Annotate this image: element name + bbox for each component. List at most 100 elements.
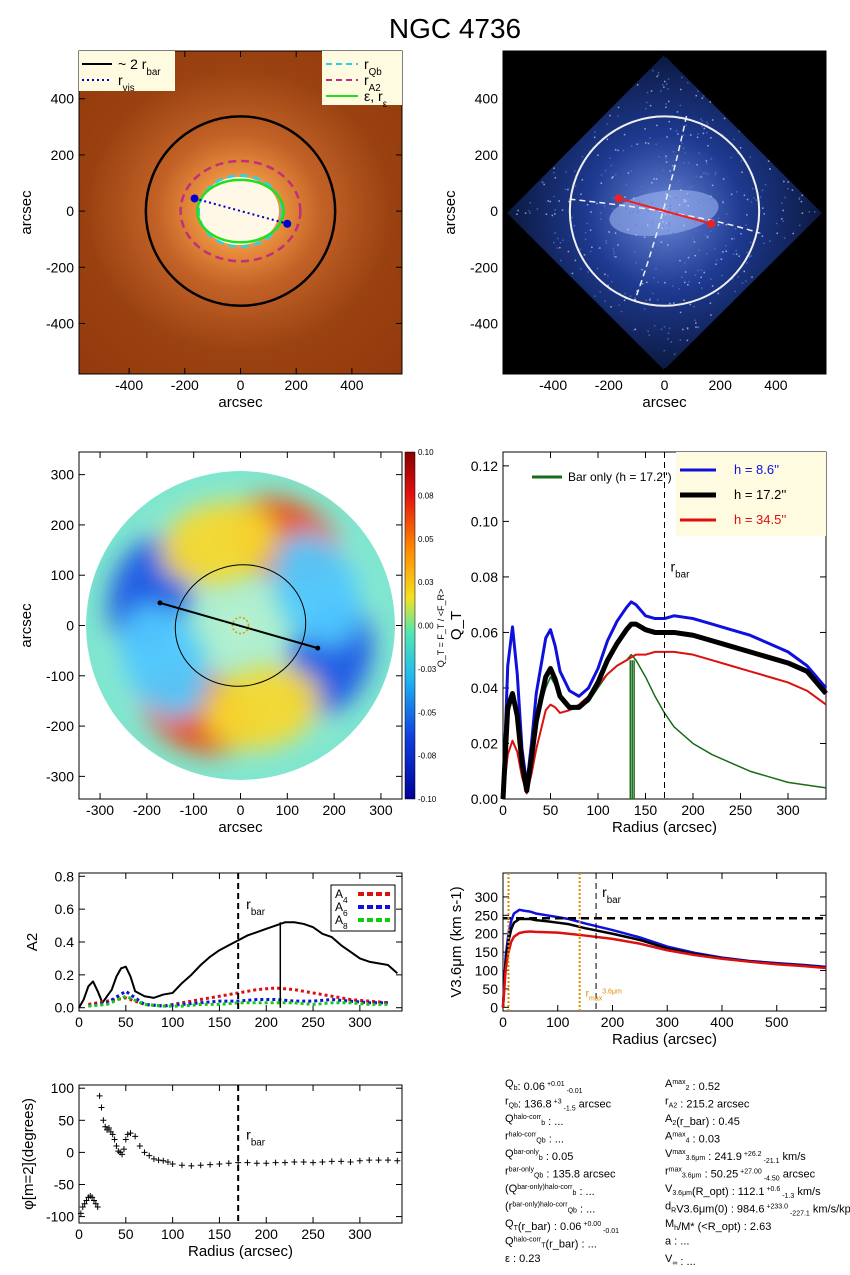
noise-pixel — [702, 172, 705, 174]
x-tick-label: 150 — [208, 1014, 232, 1030]
parameter-line: Qbar-onlyb : 0.05 — [505, 1148, 573, 1163]
y-tick-label: 0.0 — [55, 1000, 75, 1016]
noise-pixel — [764, 183, 767, 186]
noise-pixel — [705, 172, 707, 174]
noise-pixel — [682, 328, 684, 331]
noise-pixel — [687, 193, 690, 196]
noise-pixel — [604, 273, 606, 276]
noise-pixel — [594, 295, 596, 297]
legend-label: ε, rε — [364, 88, 388, 110]
noise-pixel — [655, 143, 657, 145]
phase-point — [291, 1159, 298, 1166]
noise-pixel — [743, 270, 746, 273]
x-tick-label: -400 — [115, 377, 143, 393]
y-tick-label: 0.2 — [55, 967, 75, 983]
noise-pixel — [798, 224, 801, 227]
x-axis-label: arcsec — [642, 394, 687, 411]
noise-pixel — [683, 299, 685, 301]
noise-pixel — [667, 78, 670, 80]
noise-pixel — [610, 306, 612, 308]
x-tick-label: 0 — [237, 802, 245, 818]
noise-pixel — [559, 242, 562, 244]
noise-pixel — [560, 259, 562, 262]
noise-pixel — [707, 144, 709, 147]
noise-pixel — [732, 253, 735, 255]
noise-pixel — [658, 155, 660, 158]
parameter-line: a : ... — [665, 1236, 689, 1248]
noise-pixel — [612, 208, 614, 210]
noise-pixel — [636, 290, 638, 292]
radius-ellipse — [196, 178, 285, 244]
legend-label: h = 8.6'' — [734, 462, 779, 477]
noise-pixel — [657, 281, 659, 284]
x-axis-label: Radius (arcsec) — [612, 1031, 717, 1048]
legend-label: h = 34.5'' — [734, 512, 786, 527]
noise-pixel — [614, 232, 617, 234]
colorbar-tick-label: -0.05 — [418, 708, 437, 717]
parameter-line: dRV3.6μm(0) : 984.6 +233.0 -227.1 km/s/k… — [665, 1201, 850, 1218]
y-tick-label: -400 — [470, 315, 498, 331]
noise-pixel — [653, 178, 655, 180]
noise-pixel — [622, 149, 625, 152]
noise-pixel — [663, 86, 665, 88]
noise-pixel — [655, 178, 658, 180]
y-tick-label: 0 — [490, 203, 498, 219]
noise-pixel — [568, 200, 570, 203]
bar-endpoint — [315, 645, 321, 651]
noise-pixel — [606, 123, 609, 126]
noise-pixel — [553, 241, 555, 244]
noise-pixel — [643, 307, 646, 310]
y-tick-label: 0.00 — [471, 791, 498, 807]
noise-pixel — [748, 255, 751, 258]
noise-pixel — [734, 227, 737, 230]
noise-pixel — [554, 232, 556, 234]
phase-point — [300, 1159, 307, 1166]
noise-pixel — [617, 115, 619, 118]
noise-pixel — [609, 289, 611, 291]
noise-pixel — [649, 297, 651, 300]
noise-pixel — [591, 246, 593, 248]
noise-pixel — [763, 213, 765, 215]
noise-pixel — [697, 133, 699, 135]
colorbar-tick-label: 0.03 — [418, 578, 434, 587]
noise-pixel — [683, 200, 686, 203]
x-tick-label: 300 — [369, 802, 393, 818]
noise-pixel — [677, 133, 679, 135]
noise-pixel — [638, 200, 641, 203]
noise-pixel — [660, 328, 663, 331]
noise-pixel — [751, 276, 753, 278]
noise-pixel — [710, 278, 712, 280]
noise-pixel — [698, 249, 700, 252]
noise-pixel — [579, 268, 582, 270]
noise-pixel — [669, 208, 671, 211]
noise-pixel — [587, 271, 589, 273]
x-tick-label: 0 — [499, 1014, 507, 1030]
colorbar-tick-label: -0.10 — [418, 795, 437, 804]
noise-pixel — [717, 224, 720, 226]
noise-pixel — [669, 195, 671, 198]
x-tick-label: 50 — [118, 1226, 134, 1242]
y-tick-label: 300 — [51, 467, 75, 483]
noise-pixel — [714, 248, 716, 250]
parameter-line: (rbar-only)halo-corrQb : ... — [505, 1201, 595, 1216]
y-axis-label: Q_T — [448, 611, 465, 640]
noise-pixel — [730, 156, 733, 159]
noise-pixel — [644, 142, 647, 144]
x-tick-label: -100 — [180, 802, 208, 818]
noise-pixel — [617, 244, 619, 246]
noise-pixel — [710, 230, 712, 232]
y-tick-label: 200 — [475, 147, 499, 163]
minor-axis-dashed — [633, 115, 688, 302]
phase-point — [375, 1157, 382, 1164]
phase-point — [79, 1203, 86, 1210]
phase-point — [92, 1200, 99, 1207]
inner-circle — [231, 616, 250, 635]
noise-pixel — [698, 282, 701, 284]
noise-pixel — [665, 83, 668, 85]
noise-pixel — [599, 291, 601, 293]
noise-pixel — [675, 130, 678, 132]
phase-point — [100, 1117, 107, 1124]
colorbar-tick-label: 0.08 — [418, 491, 434, 500]
